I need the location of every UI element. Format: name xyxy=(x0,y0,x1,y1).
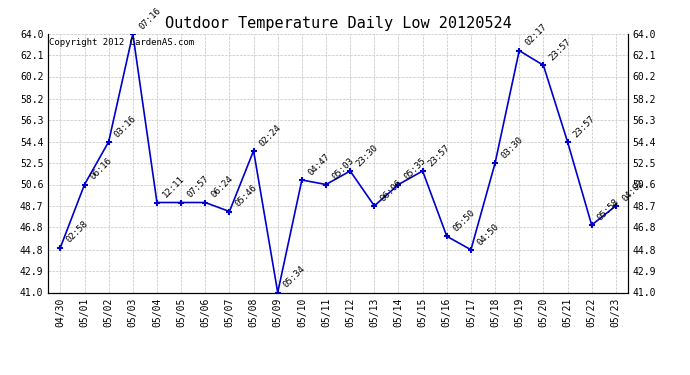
Text: 07:16: 07:16 xyxy=(137,6,162,31)
Text: 23:30: 23:30 xyxy=(355,143,380,168)
Text: 05:58: 05:58 xyxy=(596,197,621,222)
Text: 05:50: 05:50 xyxy=(451,208,476,234)
Text: 02:24: 02:24 xyxy=(258,123,283,148)
Text: Copyright 2012 CardenAS.com: Copyright 2012 CardenAS.com xyxy=(50,38,195,46)
Text: 12:11: 12:11 xyxy=(161,174,186,200)
Text: 05:35: 05:35 xyxy=(403,156,428,182)
Text: 05:03: 05:03 xyxy=(331,156,355,182)
Text: 06:16: 06:16 xyxy=(89,156,114,182)
Text: 02:17: 02:17 xyxy=(524,22,549,48)
Text: 05:46: 05:46 xyxy=(234,183,259,209)
Title: Outdoor Temperature Daily Low 20120524: Outdoor Temperature Daily Low 20120524 xyxy=(165,16,511,31)
Text: 07:57: 07:57 xyxy=(186,174,210,200)
Text: 04:02: 04:02 xyxy=(620,178,645,203)
Text: 04:47: 04:47 xyxy=(306,152,331,177)
Text: 06:24: 06:24 xyxy=(210,174,235,200)
Text: 05:34: 05:34 xyxy=(282,264,307,290)
Text: 23:57: 23:57 xyxy=(427,143,452,168)
Text: 04:50: 04:50 xyxy=(475,222,500,247)
Text: 06:06: 06:06 xyxy=(379,178,404,203)
Text: 23:57: 23:57 xyxy=(572,114,597,139)
Text: 02:58: 02:58 xyxy=(65,219,90,245)
Text: 23:57: 23:57 xyxy=(548,37,573,63)
Text: 03:16: 03:16 xyxy=(113,114,138,139)
Text: 03:30: 03:30 xyxy=(500,135,524,160)
